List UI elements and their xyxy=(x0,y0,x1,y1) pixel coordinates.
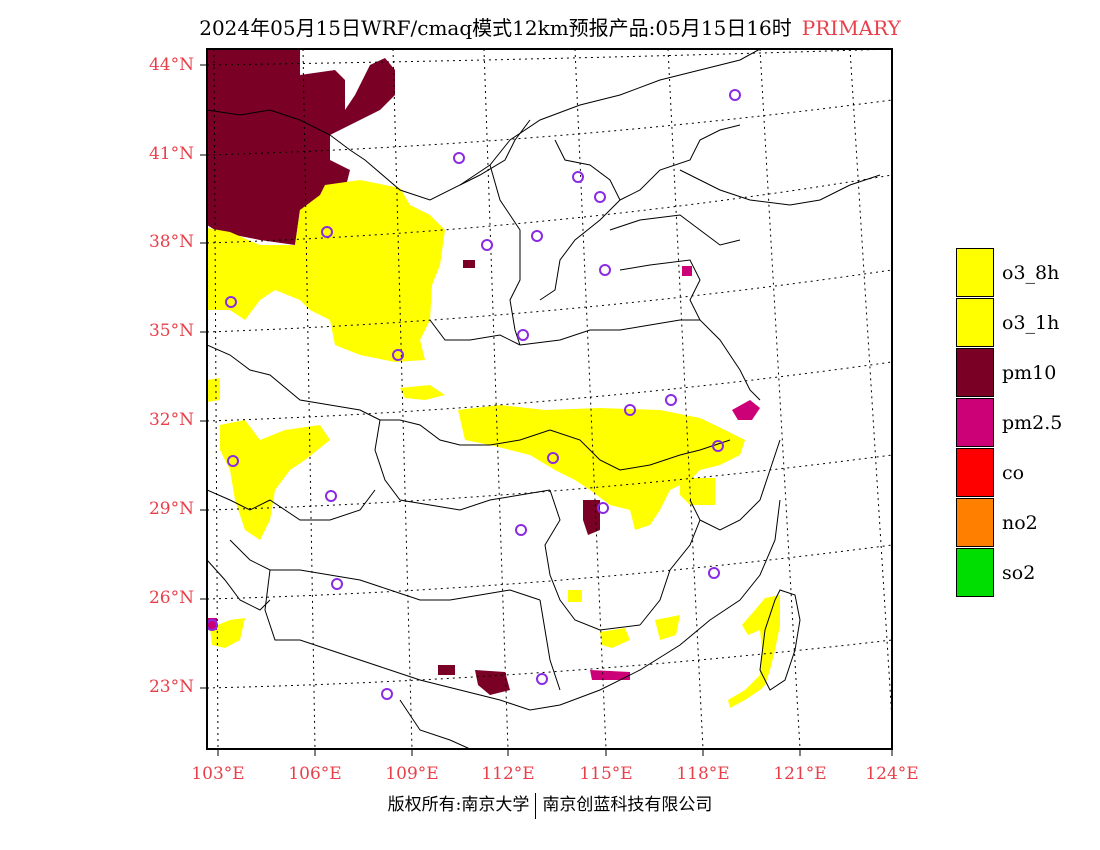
lon-label-103: 103°E xyxy=(191,764,245,784)
lon-label-118: 118°E xyxy=(676,764,730,784)
legend-label-so2: so2 xyxy=(1002,562,1036,584)
lat-label-32: 32°N xyxy=(148,410,194,430)
footer-separator xyxy=(535,792,537,819)
pm25-patch-north xyxy=(682,266,692,276)
lat-label-41: 41°N xyxy=(148,144,194,164)
o3-region-small-1 xyxy=(400,385,445,400)
o3-region-central xyxy=(458,405,745,530)
legend-label-co: co xyxy=(1002,462,1025,484)
o3-region-small-2 xyxy=(207,378,220,402)
primary-tag: PRIMARY xyxy=(801,16,901,40)
latitude-gridlines xyxy=(207,49,892,689)
legend-label-o3-8h: o3_8h xyxy=(1002,262,1060,284)
pm10-patch-central xyxy=(583,500,600,535)
legend-swatch-so2 xyxy=(956,548,994,597)
lon-label-124: 124°E xyxy=(865,764,919,784)
copyright-footer: 版权所有:南京大学 南京创蓝科技有限公司 xyxy=(0,790,1100,819)
longitude-gridlines xyxy=(213,49,892,749)
pm10-patch-south-2 xyxy=(438,665,455,675)
legend-label-pm25: pm2.5 xyxy=(1002,412,1063,434)
copyright-right: 南京创蓝科技有限公司 xyxy=(542,795,713,815)
o3-region-west-1 xyxy=(220,420,330,540)
map-title: 2024年05月15日WRF/cmaq模式12km预报产品:05月15日16时 P… xyxy=(0,12,1100,41)
legend-swatch-o3-1h xyxy=(956,298,994,347)
pm10-region-northwest xyxy=(207,49,395,245)
legend-label-o3-1h: o3_1h xyxy=(1002,312,1060,334)
pm25-patch-yangtze xyxy=(732,400,760,420)
lon-label-115: 115°E xyxy=(579,764,633,784)
lon-label-106: 106°E xyxy=(288,764,342,784)
lon-label-121: 121°E xyxy=(773,764,827,784)
legend-swatch-no2 xyxy=(956,498,994,547)
o3-region-southwest xyxy=(210,618,245,648)
lat-label-38: 38°N xyxy=(148,232,194,252)
legend-label-no2: no2 xyxy=(1002,512,1038,534)
lat-label-23: 23°N xyxy=(148,677,194,697)
boundaries xyxy=(207,49,881,749)
legend-swatch-co xyxy=(956,448,994,497)
o3-region-east xyxy=(680,478,715,505)
axis-ticks xyxy=(200,64,893,756)
lon-label-109: 109°E xyxy=(385,764,439,784)
map-frame xyxy=(206,48,893,750)
lat-label-29: 29°N xyxy=(148,499,194,519)
title-text: 2024年05月15日WRF/cmaq模式12km预报产品:05月15日16时 xyxy=(199,16,792,40)
legend-label-pm10: pm10 xyxy=(1002,362,1057,384)
pm10-patch-south-1 xyxy=(475,670,510,695)
lat-label-35: 35°N xyxy=(148,321,194,341)
o3-region-north xyxy=(207,180,445,362)
copyright-left: 版权所有:南京大学 xyxy=(387,795,530,815)
pm10-patch-north-2 xyxy=(463,260,475,268)
legend-swatch-o3-8h xyxy=(956,248,994,297)
legend-swatch-pm25 xyxy=(956,398,994,447)
o3-region-taiwan xyxy=(728,595,780,708)
o3-region-south xyxy=(600,628,630,648)
o3-region-small-3 xyxy=(655,615,680,640)
pm25-patch-south-3 xyxy=(590,670,630,680)
lon-label-112: 112°E xyxy=(481,764,535,784)
o3-region-small-4 xyxy=(568,590,582,602)
lat-label-26: 26°N xyxy=(148,588,194,608)
legend-swatch-pm10 xyxy=(956,348,994,397)
monitoring-stations xyxy=(207,89,741,700)
lat-label-44: 44°N xyxy=(148,55,194,75)
